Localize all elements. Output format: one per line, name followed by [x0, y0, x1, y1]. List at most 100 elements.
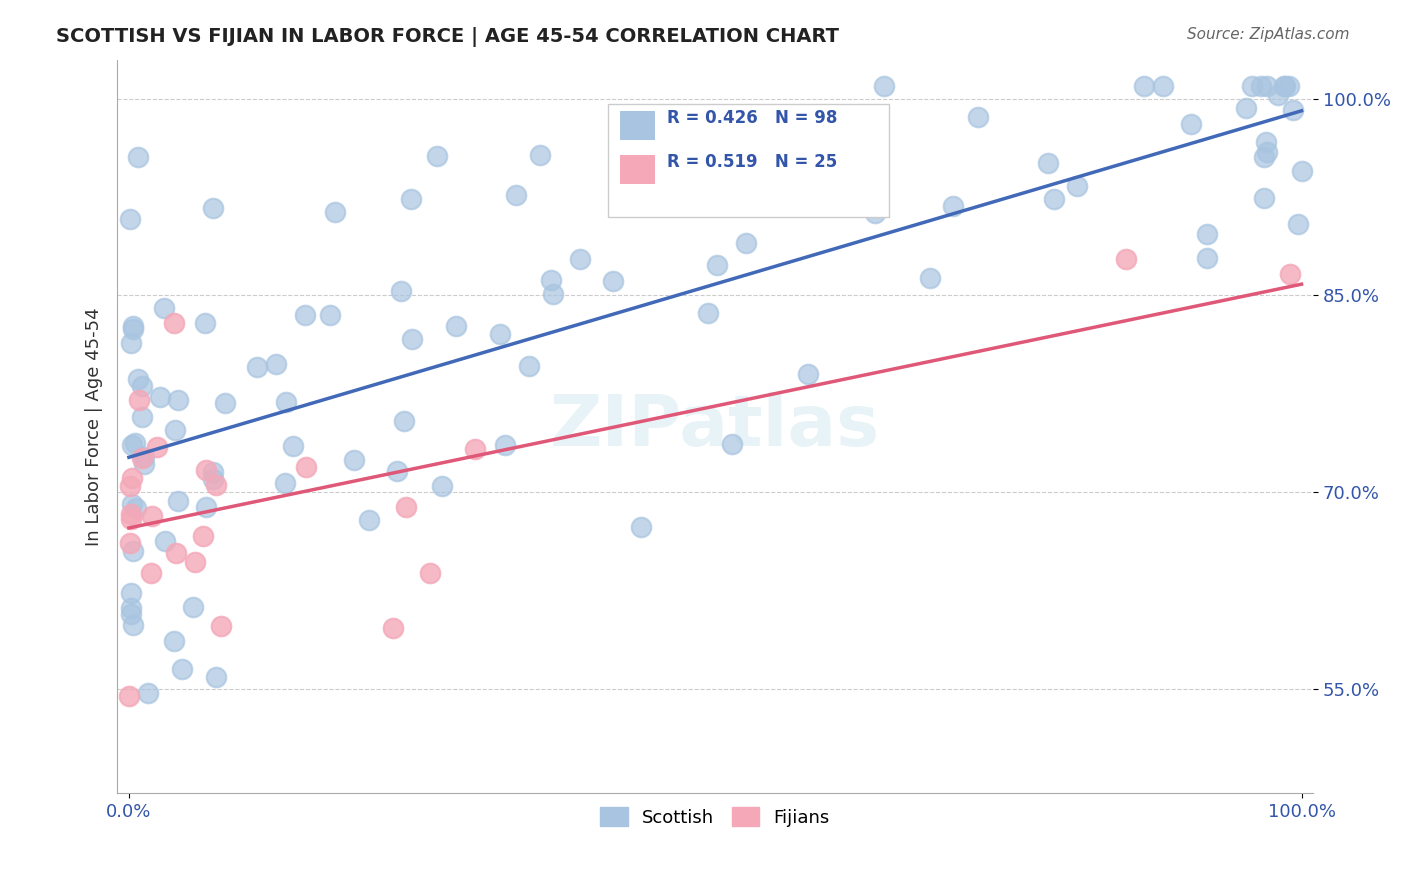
Fijians	[141, 509, 163, 524]
Scottish	[131, 379, 153, 393]
Scottish	[1256, 78, 1278, 93]
Scottish	[863, 205, 886, 219]
Scottish	[918, 271, 941, 285]
Scottish	[120, 607, 142, 622]
Scottish	[1253, 191, 1275, 205]
Fijians	[118, 479, 141, 493]
Scottish	[181, 600, 204, 615]
Scottish	[569, 252, 592, 266]
Scottish	[942, 199, 965, 213]
Scottish	[131, 409, 153, 424]
Scottish	[529, 148, 551, 162]
Scottish	[696, 306, 718, 320]
Scottish	[1274, 78, 1296, 93]
Scottish	[399, 192, 422, 206]
Scottish	[1277, 79, 1299, 94]
Scottish	[359, 513, 381, 527]
Scottish	[124, 435, 146, 450]
Fijians	[1115, 252, 1137, 267]
Scottish	[721, 436, 744, 450]
Scottish	[194, 500, 217, 514]
Scottish	[392, 415, 415, 429]
Scottish	[166, 494, 188, 508]
Scottish	[125, 501, 148, 516]
Fijians	[131, 450, 153, 465]
Scottish	[1180, 117, 1202, 131]
Scottish	[385, 464, 408, 478]
Text: ZIPatlas: ZIPatlas	[550, 392, 880, 461]
Scottish	[172, 662, 194, 676]
Scottish	[194, 316, 217, 330]
Scottish	[495, 438, 517, 452]
Scottish	[153, 534, 176, 549]
Text: R = 0.519   N = 25: R = 0.519 N = 25	[668, 153, 838, 171]
Scottish	[121, 497, 143, 511]
Scottish	[1234, 101, 1257, 115]
Fijians	[209, 619, 232, 633]
Scottish	[1132, 78, 1154, 93]
Scottish	[122, 544, 145, 558]
Fijians	[195, 463, 218, 477]
Text: Source: ZipAtlas.com: Source: ZipAtlas.com	[1187, 27, 1350, 42]
Scottish	[1267, 88, 1289, 103]
Scottish	[120, 336, 142, 351]
Scottish	[1253, 150, 1275, 164]
Fijians	[1278, 267, 1301, 281]
Scottish	[122, 318, 145, 333]
Scottish	[1286, 217, 1309, 231]
Fijians	[464, 442, 486, 456]
Fijians	[381, 621, 404, 635]
Scottish	[134, 457, 156, 471]
Scottish	[1256, 145, 1278, 160]
Scottish	[122, 618, 145, 632]
FancyBboxPatch shape	[607, 103, 889, 218]
Fijians	[118, 536, 141, 550]
Scottish	[444, 318, 467, 333]
Fijians	[145, 440, 167, 454]
Scottish	[120, 601, 142, 615]
Scottish	[323, 204, 346, 219]
Scottish	[1195, 251, 1218, 265]
Scottish	[401, 332, 423, 346]
Fijians	[163, 316, 186, 330]
Text: SCOTTISH VS FIJIAN IN LABOR FORCE | AGE 45-54 CORRELATION CHART: SCOTTISH VS FIJIAN IN LABOR FORCE | AGE …	[56, 27, 839, 46]
Scottish	[630, 520, 652, 534]
FancyBboxPatch shape	[620, 155, 655, 185]
Scottish	[127, 372, 149, 386]
Scottish	[1272, 78, 1295, 93]
Fijians	[118, 690, 141, 704]
Legend: Scottish, Fijians: Scottish, Fijians	[592, 798, 839, 836]
Fijians	[295, 460, 318, 475]
Scottish	[797, 367, 820, 381]
Fijians	[205, 478, 228, 492]
Scottish	[152, 301, 174, 316]
Scottish	[136, 686, 159, 700]
Scottish	[430, 478, 453, 492]
Scottish	[246, 359, 269, 374]
Scottish	[540, 273, 562, 287]
Fijians	[419, 566, 441, 580]
Scottish	[706, 258, 728, 272]
Scottish	[489, 327, 512, 342]
Scottish	[541, 286, 564, 301]
Fijians	[139, 566, 162, 581]
Y-axis label: In Labor Force | Age 45-54: In Labor Force | Age 45-54	[86, 307, 103, 546]
Scottish	[343, 453, 366, 467]
Scottish	[166, 393, 188, 408]
Scottish	[205, 670, 228, 684]
Scottish	[121, 438, 143, 452]
Scottish	[127, 150, 149, 164]
Scottish	[214, 396, 236, 410]
Fijians	[395, 500, 418, 514]
Scottish	[283, 439, 305, 453]
Scottish	[1256, 136, 1278, 150]
Scottish	[276, 395, 298, 409]
FancyBboxPatch shape	[620, 111, 655, 140]
Scottish	[505, 188, 527, 202]
Scottish	[1036, 155, 1059, 169]
Fijians	[191, 529, 214, 543]
Scottish	[1066, 179, 1088, 194]
Scottish	[873, 78, 896, 93]
Scottish	[966, 110, 988, 124]
Fijians	[121, 470, 143, 484]
